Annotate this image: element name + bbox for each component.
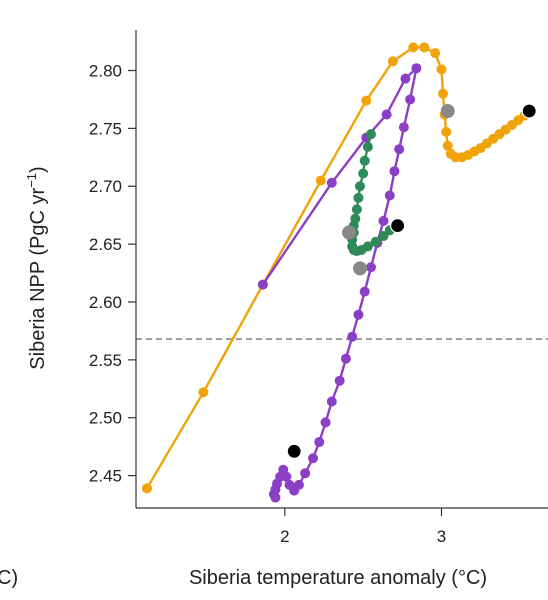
data-point [358, 168, 369, 179]
y-tick-label: 2.55 [89, 351, 122, 370]
series-line-orange [145, 46, 531, 490]
y-tick-label: 2.65 [89, 235, 122, 254]
series-orange [141, 42, 535, 494]
data-point [300, 468, 311, 479]
data-point [381, 109, 392, 120]
black-marker [390, 217, 406, 234]
data-point [308, 453, 319, 464]
y-tick-label: 2.45 [89, 467, 122, 486]
data-point [365, 129, 376, 140]
gray-marker [440, 104, 455, 119]
series-layer [141, 42, 535, 503]
data-point [353, 309, 364, 320]
data-point [141, 483, 152, 494]
y-axis-label-main: Siberia NPP (PgC yr [27, 187, 49, 369]
data-point [378, 215, 389, 226]
data-point [315, 175, 326, 186]
data-point [394, 144, 405, 155]
y-tick-label: 2.60 [89, 293, 122, 312]
data-point [362, 141, 373, 152]
data-point [340, 353, 351, 364]
data-point [438, 88, 449, 99]
data-point [359, 155, 370, 166]
x-tick-label: 3 [437, 527, 446, 546]
series-line-purple [261, 66, 418, 499]
data-point [419, 42, 430, 53]
data-point [257, 279, 268, 290]
data-point [411, 63, 422, 74]
data-point [314, 437, 325, 448]
data-point [334, 375, 345, 386]
data-point [326, 396, 337, 407]
x-axis-label: Siberia temperature anomaly (°C) [189, 567, 487, 589]
data-point [398, 122, 409, 133]
x-tick-label: 2 [280, 527, 289, 546]
data-point [400, 73, 411, 84]
data-point [441, 126, 452, 137]
y-axis-label-superscript: −1 [24, 173, 39, 188]
data-point [384, 190, 395, 201]
data-point [284, 479, 295, 490]
gray-marker [342, 225, 357, 240]
data-point [351, 204, 362, 215]
y-tick-label: 2.70 [89, 177, 122, 196]
y-tick-label: 2.80 [89, 62, 122, 81]
y-tick-label: 2.50 [89, 409, 122, 428]
data-point [405, 94, 416, 105]
data-point [389, 166, 400, 177]
data-point [359, 286, 370, 297]
data-point [362, 241, 373, 252]
data-point [430, 48, 441, 59]
y-axis-ticks: 2.45 2.50 2.55 2.60 2.65 2.70 2.75 2.80 [89, 62, 136, 486]
data-point [436, 64, 447, 75]
data-point [442, 140, 453, 151]
black-marker [286, 443, 302, 459]
data-point [408, 42, 419, 53]
data-point [270, 492, 281, 503]
data-point [370, 236, 381, 247]
marker-layer [286, 103, 537, 459]
y-axis-label-close: ) [27, 166, 49, 173]
y-tick-label: 2.75 [89, 119, 122, 138]
series-purple [257, 63, 422, 503]
data-point [198, 387, 209, 398]
data-point [320, 417, 331, 428]
data-point [387, 56, 398, 67]
neighbor-panel-label-fragment: C) [0, 567, 18, 589]
data-point [326, 177, 337, 188]
data-point [353, 192, 364, 203]
gray-marker [353, 261, 368, 276]
data-point [355, 181, 366, 192]
black-marker [521, 103, 537, 119]
data-point [361, 95, 372, 106]
data-point [347, 331, 358, 342]
y-axis-label: Siberia NPP (PgC yr−1) [24, 166, 49, 369]
data-point [365, 262, 376, 273]
